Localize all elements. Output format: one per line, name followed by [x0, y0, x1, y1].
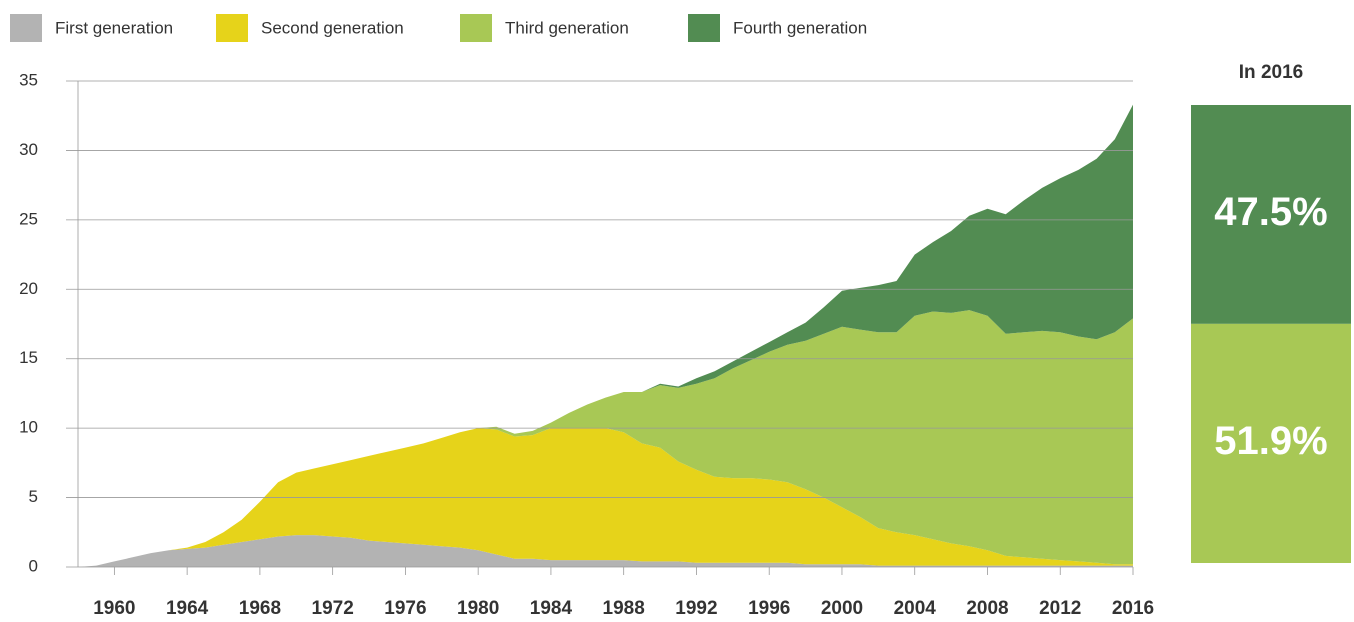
y-tick-label: 10: [19, 418, 38, 437]
x-tick-label: 1972: [312, 598, 354, 619]
y-tick-label: 35: [19, 70, 38, 89]
x-tick-label: 1988: [603, 598, 645, 619]
x-tick-label: 1996: [748, 598, 790, 619]
legend-swatch: [460, 14, 492, 42]
y-tick-label: 15: [19, 348, 38, 367]
share-bar: [1191, 105, 1351, 324]
share-label: 47.5%: [1214, 190, 1327, 234]
area: [78, 310, 1133, 567]
x-tick-label: 2008: [966, 598, 1008, 619]
y-tick-label: 20: [19, 279, 38, 298]
legend-label: Fourth generation: [733, 18, 867, 37]
panel-title: In 2016: [1239, 62, 1303, 83]
share-bar: [1191, 323, 1351, 563]
x-tick-label: 1992: [675, 598, 717, 619]
legend-label: Third generation: [505, 18, 629, 37]
legend-label: First generation: [55, 18, 173, 37]
x-tick-label: 1984: [530, 598, 573, 619]
x-tick-label: 1976: [384, 598, 426, 619]
y-tick-label: 5: [29, 487, 38, 506]
y-tick-label: 0: [29, 556, 38, 575]
legend-swatch: [688, 14, 720, 42]
x-tick-label: 1980: [457, 598, 499, 619]
legend-label: Second generation: [261, 18, 404, 37]
x-tick-label: 2004: [894, 598, 937, 619]
area: [78, 535, 1133, 567]
share-label: 51.9%: [1214, 419, 1327, 463]
y-tick-label: 25: [19, 209, 38, 228]
x-tick-label: 1968: [239, 598, 281, 619]
x-tick-label: 2000: [821, 598, 863, 619]
legend-swatch: [216, 14, 248, 42]
legend-swatch: [10, 14, 42, 42]
x-tick-label: 1960: [93, 598, 135, 619]
x-tick-label: 2016: [1112, 598, 1154, 619]
y-tick-label: 30: [19, 140, 38, 159]
x-tick-label: 1964: [166, 598, 209, 619]
x-tick-label: 2012: [1039, 598, 1081, 619]
